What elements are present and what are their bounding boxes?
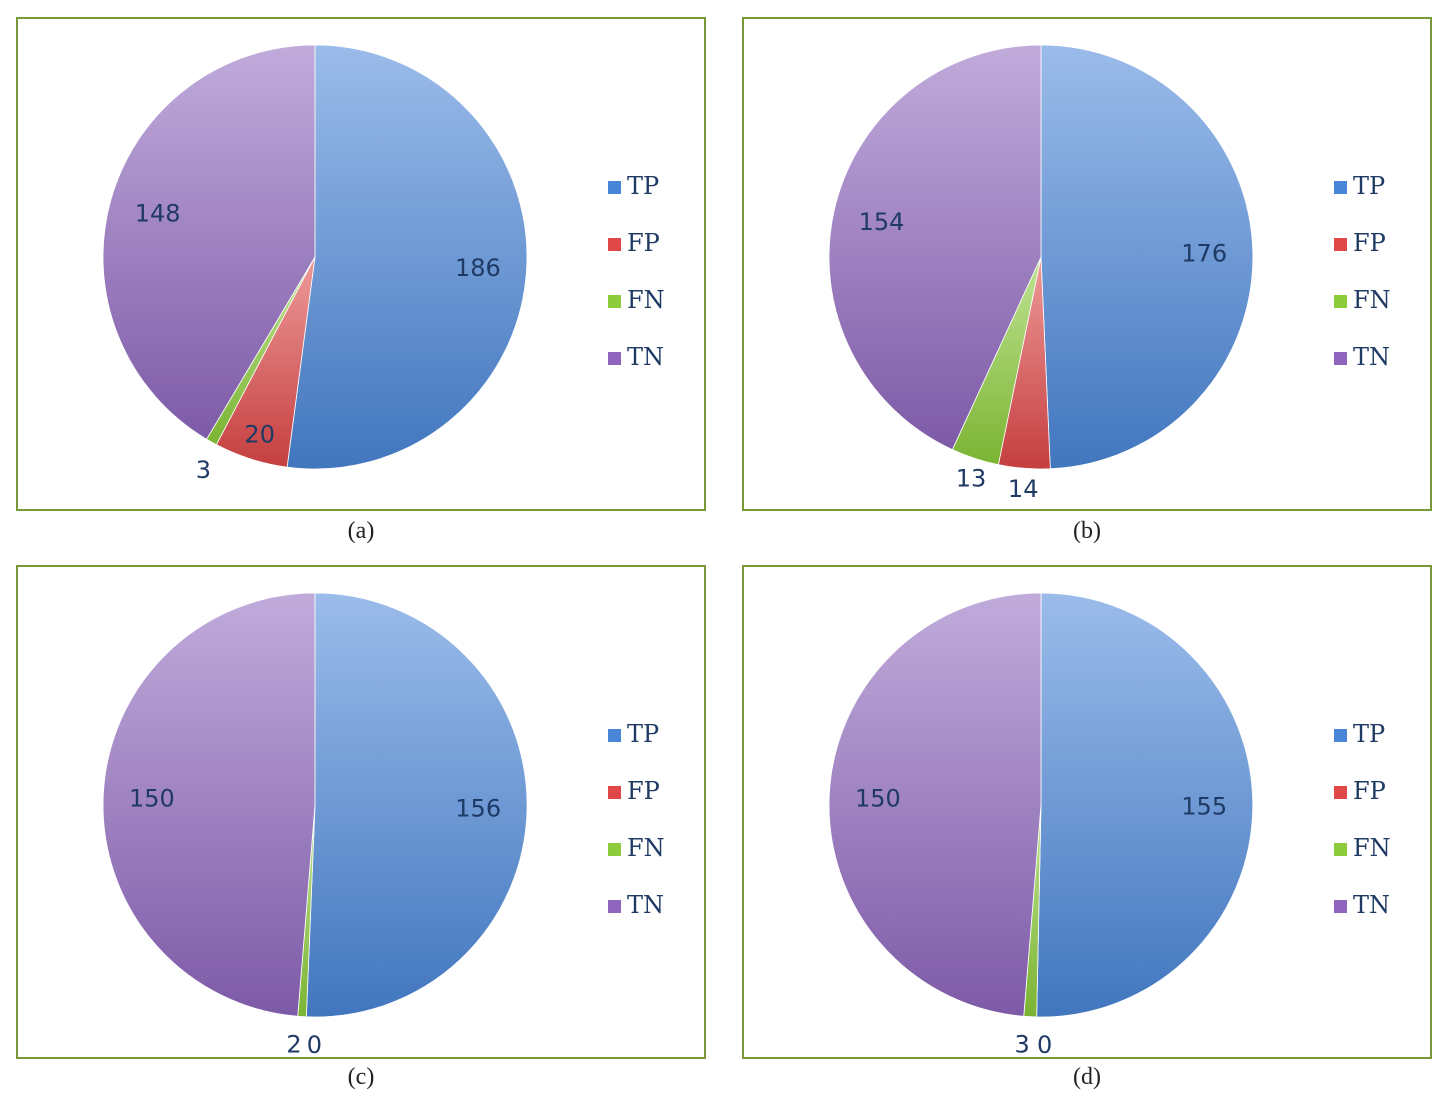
legend-label-fn-c: FN bbox=[627, 834, 665, 862]
legend-swatch-tn-a bbox=[608, 352, 621, 365]
caption-a: (a) bbox=[347, 518, 375, 544]
pie-svg-c: 156 02 150 TP FP FN TN bbox=[102, 592, 665, 1057]
slice-label-fp-a: 20 bbox=[244, 421, 275, 449]
caption-d: (d) bbox=[1073, 1064, 1101, 1090]
legend-label-tp-c: TP bbox=[627, 720, 659, 748]
legend-swatch-tp-c bbox=[608, 729, 621, 742]
legend-swatch-tp-d bbox=[1334, 729, 1347, 742]
slice-tn-a bbox=[102, 44, 316, 440]
slice-tp-d bbox=[1036, 592, 1254, 1018]
slice-label-tn-d: 150 bbox=[855, 784, 901, 812]
slice-tp-b bbox=[1040, 44, 1254, 470]
slice-tn-b bbox=[828, 44, 1042, 451]
pie-chart-a: 186 20 3 148 TP FP FN TN bbox=[16, 17, 706, 511]
legend-label-tp-b: TP bbox=[1353, 172, 1385, 200]
caption-b: (b) bbox=[1073, 518, 1101, 544]
slice-label-fn-c: 2 bbox=[286, 1031, 301, 1057]
legend-label-fp-b: FP bbox=[1353, 229, 1386, 257]
slice-label-tn-c: 150 bbox=[129, 784, 175, 812]
legend-label-tp-a: TP bbox=[627, 172, 659, 200]
slice-tn-c bbox=[102, 592, 316, 1017]
legend-swatch-fn-a bbox=[608, 295, 621, 308]
slice-label-tp-c: 156 bbox=[455, 794, 501, 822]
pie-chart-d: 155 0 3 150 TP FP FN TN bbox=[742, 565, 1432, 1059]
legend-swatch-tp-b bbox=[1334, 181, 1347, 194]
legend-swatch-fp-a bbox=[608, 238, 621, 251]
slice-label-fp-b: 14 bbox=[1008, 475, 1039, 503]
legend-swatch-fp-d bbox=[1334, 786, 1347, 799]
legend-swatch-fn-b bbox=[1334, 295, 1347, 308]
legend-label-tn-c: TN bbox=[627, 891, 664, 919]
slice-label-fp-c: 0 bbox=[307, 1031, 322, 1057]
slice-label-fp-d: 0 bbox=[1037, 1031, 1052, 1057]
slice-label-tp-d: 155 bbox=[1181, 793, 1227, 821]
slice-tp-c bbox=[305, 592, 528, 1018]
pie-chart-b: 176 14 13 154 TP FP FN TN bbox=[742, 17, 1432, 511]
slice-label-tn-a: 148 bbox=[135, 200, 181, 228]
legend-label-fp-c: FP bbox=[627, 777, 660, 805]
legend-swatch-fn-d bbox=[1334, 843, 1347, 856]
pie-svg-d: 155 03 150 TP FP FN TN bbox=[828, 592, 1391, 1057]
slice-label-fn-a: 3 bbox=[196, 456, 211, 484]
pie-svg-a: 186 20 3 148 TP FP FN TN bbox=[102, 44, 665, 484]
slice-tn-d bbox=[828, 592, 1042, 1017]
legend-label-fn-b: FN bbox=[1353, 286, 1391, 314]
legend-swatch-tn-d bbox=[1334, 900, 1347, 913]
slice-label-tn-b: 154 bbox=[859, 208, 905, 236]
legend-label-tn-b: TN bbox=[1353, 343, 1390, 371]
legend-label-fn-a: FN bbox=[627, 286, 665, 314]
legend-label-fn-d: FN bbox=[1353, 834, 1391, 862]
legend-label-fp-a: FP bbox=[627, 229, 660, 257]
legend-swatch-tn-b bbox=[1334, 352, 1347, 365]
pie-chart-c: 156 0 2 150 TP FP FN TN bbox=[16, 565, 706, 1059]
legend-label-tn-d: TN bbox=[1353, 891, 1390, 919]
slice-label-tp-b: 176 bbox=[1181, 239, 1227, 267]
legend-swatch-fp-b bbox=[1334, 238, 1347, 251]
legend-swatch-tn-c bbox=[608, 900, 621, 913]
slice-label-fn-d: 3 bbox=[1015, 1031, 1030, 1057]
legend-swatch-fn-c bbox=[608, 843, 621, 856]
slice-label-fn-b: 13 bbox=[956, 465, 987, 493]
legend-label-tn-a: TN bbox=[627, 343, 664, 371]
slice-tp-a bbox=[286, 44, 528, 470]
legend-label-tp-d: TP bbox=[1353, 720, 1385, 748]
caption-c: (c) bbox=[347, 1064, 375, 1090]
legend-swatch-fp-c bbox=[608, 786, 621, 799]
legend-label-fp-d: FP bbox=[1353, 777, 1386, 805]
pie-svg-b: 176 14 13 154 TP FP FN TN bbox=[828, 44, 1391, 503]
slice-label-tp-a: 186 bbox=[455, 254, 501, 282]
legend-swatch-tp-a bbox=[608, 181, 621, 194]
